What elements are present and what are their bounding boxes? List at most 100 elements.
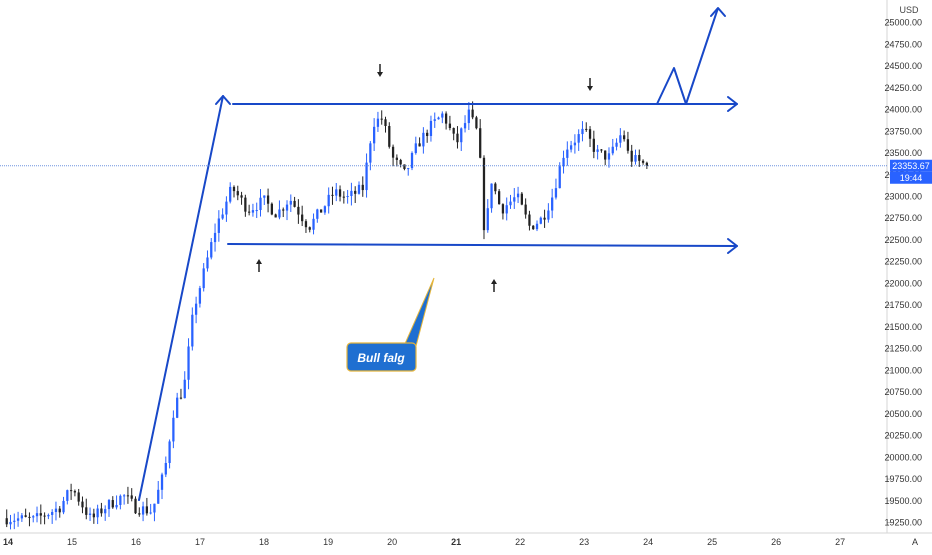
candle-body [403,164,406,170]
candle-body [316,209,319,219]
candle-body [263,195,266,198]
candle-body [433,119,436,121]
resistance-marker-2 [587,78,593,91]
time-tick-label: 19 [323,537,333,547]
candle-body [138,513,141,515]
candle-body [319,209,323,213]
time-tick-label: 23 [579,537,589,547]
flagpole-arrowhead [215,95,231,105]
candle-body [513,197,516,202]
price-tick-label: 20500.00 [884,409,922,419]
countdown-badge [890,171,932,184]
candle-body [619,135,622,143]
candle-body [206,257,209,269]
candle-body [479,128,482,158]
candle-body [289,200,292,205]
time-tick-label: 21 [451,537,461,547]
candle-body [463,123,467,129]
candle-body [611,146,614,154]
price-tick-label: 24000.00 [884,105,922,115]
candle-body [312,218,315,230]
candle-body [460,128,463,143]
candle-body [361,184,364,191]
candle-body [248,211,251,213]
time-tick-label: 25 [707,537,717,547]
candle-body [441,113,444,118]
price-tick-label: 24500.00 [884,61,922,71]
price-tick-label: 22250.00 [884,257,922,267]
candle-body [285,204,289,211]
candle-body [47,514,50,517]
candle-body [28,516,31,518]
candle-body [569,145,573,150]
candle-body [486,208,489,231]
candle-body [183,379,186,399]
candle-body [634,155,637,162]
time-tick-label: 15 [67,537,77,547]
candle-body [255,210,258,212]
candle-body [505,205,508,214]
candle-body [240,195,243,198]
candle-body [346,196,349,198]
currency-label: USD [899,5,919,15]
candle-body [407,168,410,170]
candle-body [191,314,194,347]
candle-body [88,513,92,515]
price-tick-label: 25000.00 [884,18,922,28]
candle-body [225,201,228,215]
upper-channel-arrowhead [727,96,738,112]
candle-body [123,495,126,497]
support-marker-1 [256,259,262,272]
candle-body [210,242,213,258]
candle-body [115,504,118,508]
candle-body [130,495,133,499]
projection-arrowhead [710,7,726,17]
candle-body [373,126,376,144]
candle-body [251,210,255,213]
candle-body [376,118,380,127]
candle-body [528,214,531,226]
candle-body [9,521,12,525]
candle-body [100,508,103,514]
candle-body [39,513,42,516]
flagpole-line [138,95,224,501]
candle-body [437,117,440,120]
candle-body [615,142,618,147]
candle-body [134,498,137,514]
candle-body [16,518,20,521]
price-tick-label: 19750.00 [884,474,922,484]
time-tick-label: 16 [131,537,141,547]
candle-body [418,143,421,147]
candle-body [77,492,80,502]
candle-body [516,193,520,198]
candle-body [391,146,395,158]
candle-body [448,123,452,129]
candle-body [301,214,304,222]
candle-body [399,159,402,165]
candle-body [73,491,77,493]
candle-body [149,512,152,514]
candle-body [194,303,198,315]
candle-body [350,190,353,197]
candle-body [509,201,512,206]
candle-body [520,193,523,205]
candle-body [157,489,160,504]
candle-body [388,126,391,147]
candle-body [539,217,542,224]
candle-body [104,509,107,514]
candle-body [187,346,190,380]
candle-body [452,128,455,134]
candle-body [81,501,84,508]
candle-body [357,184,361,194]
candle-body [24,515,27,517]
candle-body [380,118,383,120]
price-tick-label: 22500.00 [884,235,922,245]
price-tick-label: 21750.00 [884,300,922,310]
candle-body [54,508,58,513]
candle-body [475,117,478,129]
time-tick-label: 20 [387,537,397,547]
candle-body [13,520,16,522]
candle-body [141,506,145,515]
